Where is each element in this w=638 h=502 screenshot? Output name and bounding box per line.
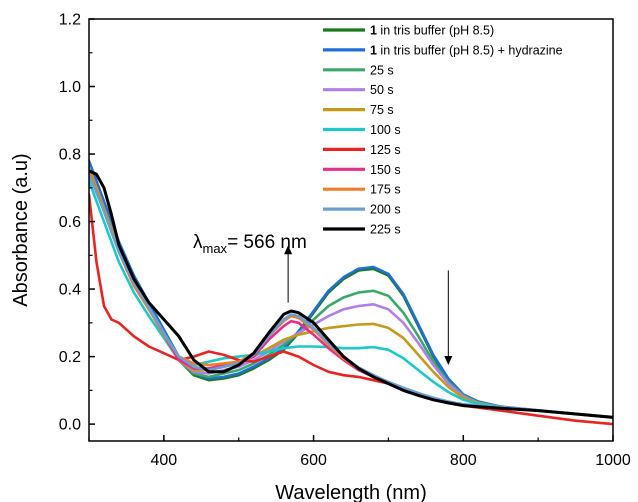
legend: 1 in tris buffer (pH 8.5)1 in tris buffe… bbox=[323, 24, 563, 237]
legend-label: 175 s bbox=[370, 183, 401, 197]
series-line bbox=[89, 162, 613, 419]
legend-label-text: 175 s bbox=[370, 183, 401, 197]
lambda-value: = 566 nm bbox=[227, 232, 307, 253]
legend-label-text: 100 s bbox=[370, 123, 401, 137]
legend-label-text: 125 s bbox=[370, 143, 401, 157]
lambda-max-label: λmax= 566 nm bbox=[193, 232, 307, 256]
x-tick-label: 400 bbox=[151, 452, 178, 469]
series-line bbox=[89, 166, 613, 419]
legend-compound-number: 1 bbox=[370, 24, 377, 38]
y-tick-label: 0.8 bbox=[59, 147, 81, 164]
series-line bbox=[89, 169, 613, 419]
series-line bbox=[89, 166, 613, 419]
plot-frame bbox=[88, 18, 614, 442]
legend-label-text: in tris buffer (pH 8.5) bbox=[377, 24, 494, 38]
legend-label: 225 s bbox=[370, 223, 401, 237]
lambda-subscript: max bbox=[203, 241, 228, 256]
legend-label: 25 s bbox=[370, 63, 394, 77]
legend-label-text: 200 s bbox=[370, 203, 401, 217]
legend-label: 1 in tris buffer (pH 8.5) + hydrazine bbox=[370, 43, 563, 57]
y-tick-label: 0.2 bbox=[59, 349, 81, 366]
y-tick-label: 0.0 bbox=[59, 417, 81, 434]
legend-label: 1 in tris buffer (pH 8.5) bbox=[370, 24, 494, 38]
series-line bbox=[89, 159, 613, 419]
x-tick-label: 600 bbox=[300, 452, 327, 469]
legend-label-text: 50 s bbox=[370, 83, 394, 97]
y-tick-label: 0.4 bbox=[59, 282, 81, 299]
legend-label: 50 s bbox=[370, 83, 394, 97]
legend-label-text: 225 s bbox=[370, 223, 401, 237]
axis-ticks bbox=[88, 18, 614, 441]
series-line bbox=[89, 166, 613, 419]
legend-label-text: 25 s bbox=[370, 63, 394, 77]
legend-label-text: in tris buffer (pH 8.5) + hydrazine bbox=[377, 43, 563, 57]
legend-label: 100 s bbox=[370, 123, 401, 137]
y-tick-label: 1.2 bbox=[59, 12, 81, 29]
series-lines bbox=[89, 159, 613, 426]
x-tick-label: 800 bbox=[450, 452, 477, 469]
y-tick-label: 0.6 bbox=[59, 214, 81, 231]
series-line bbox=[89, 179, 613, 419]
legend-label-text: 75 s bbox=[370, 103, 394, 117]
legend-label: 200 s bbox=[370, 203, 401, 217]
x-axis-title: Wavelength (nm) bbox=[275, 482, 427, 502]
lambda-symbol: λ bbox=[193, 232, 203, 253]
legend-compound-number: 1 bbox=[370, 43, 377, 57]
arrow-up-head bbox=[284, 245, 293, 255]
lambda-max-annotation: λmax= 566 nm bbox=[193, 232, 453, 366]
legend-label: 125 s bbox=[370, 143, 401, 157]
legend-label: 150 s bbox=[370, 163, 401, 177]
tick-labels: 400 600 800 1000 0.0 0.2 0.4 0.6 0.8 1.0 1.2 bbox=[59, 12, 631, 470]
legend-label-text: 150 s bbox=[370, 163, 401, 177]
arrow-down-head bbox=[444, 356, 453, 366]
y-tick-label: 1.0 bbox=[59, 79, 81, 96]
x-tick-label: 1000 bbox=[595, 452, 631, 469]
legend-label: 75 s bbox=[370, 103, 394, 117]
y-axis-title: Absorbance (a.u) bbox=[10, 153, 32, 306]
